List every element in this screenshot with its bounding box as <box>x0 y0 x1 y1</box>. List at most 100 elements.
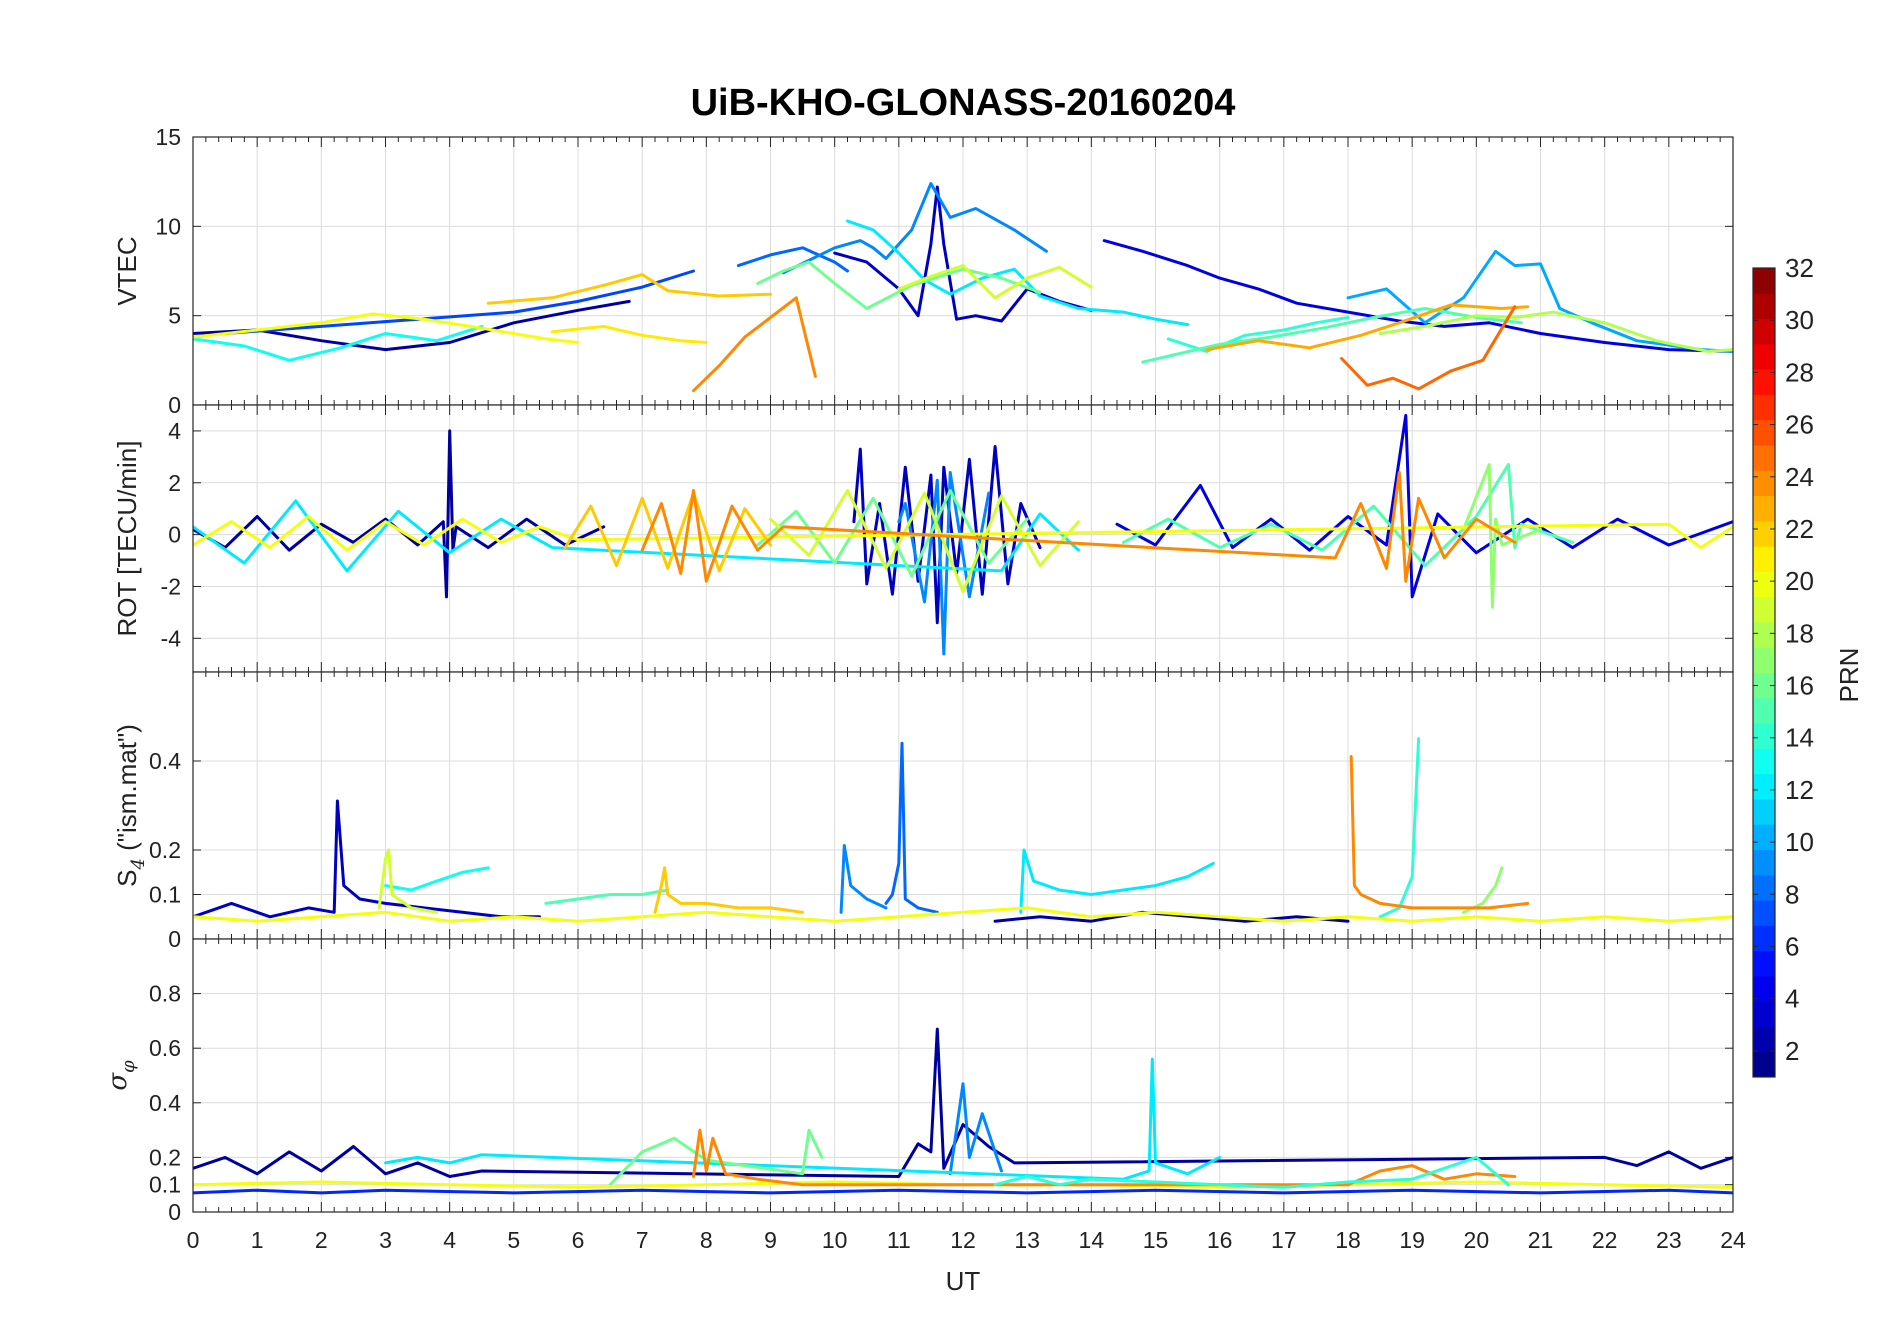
x-tick-label: 23 <box>1656 1227 1682 1253</box>
trace-prn-13 <box>384 866 490 892</box>
trace-prn-18 <box>1378 310 1733 353</box>
colorbar-segment <box>1753 470 1775 497</box>
colorbar-tick-label: 32 <box>1785 253 1814 283</box>
colorbar-segment <box>1753 900 1775 926</box>
y-tick-label: 0.4 <box>149 748 181 774</box>
x-tick-label: 17 <box>1271 1227 1297 1253</box>
colorbar-segment <box>1753 1051 1775 1078</box>
x-tick-label: 2 <box>315 1227 328 1253</box>
y-tick-label: -4 <box>161 625 182 651</box>
colorbar-segment <box>1753 343 1775 370</box>
vtec-traces <box>193 182 1733 393</box>
colorbar-segment <box>1753 824 1775 850</box>
colorbar-segment <box>1753 1026 1775 1053</box>
x-axis: 0 1 2 3 4 5 6 7 8 9 10 11 12 13 14 15 16 17 18 19 20 21 22 23 24 <box>187 1227 1746 1253</box>
trace-prn-9 <box>948 1082 1003 1176</box>
trace-prn-2 <box>193 1027 1733 1178</box>
trace-prn-3 <box>852 445 1042 625</box>
trace-prn-22 <box>653 866 805 914</box>
y-tick-label: -2 <box>161 573 181 599</box>
x-tick-label: 8 <box>700 1227 713 1253</box>
y-tick-label: 5 <box>168 303 181 329</box>
trace-prn-21 <box>550 324 708 344</box>
colorbar-segment <box>1753 849 1775 876</box>
trace-prn-8 <box>736 246 849 273</box>
x-tick-label: 13 <box>1014 1227 1040 1253</box>
colorbar-segment <box>1753 874 1775 901</box>
x-tick-label: 10 <box>822 1227 848 1253</box>
trace-prn-17 <box>1462 463 1542 609</box>
y-tick-label: 0.4 <box>149 1090 181 1116</box>
trace-prn-22 <box>563 491 772 573</box>
x-tick-label: 5 <box>507 1227 520 1253</box>
trace-prn-25 <box>1340 305 1517 391</box>
colorbar-tick-label: 12 <box>1785 775 1814 805</box>
trace-prn-13 <box>193 324 484 362</box>
x-tick-label: 18 <box>1335 1227 1361 1253</box>
x-axis-label: UT <box>946 1266 981 1296</box>
colorbar-tick-label: 8 <box>1785 879 1799 909</box>
colorbar-segment <box>1753 369 1775 395</box>
y-tick-label: 10 <box>155 213 181 239</box>
y-tick-label: 4 <box>168 418 181 444</box>
trace-prn-15 <box>1141 307 1523 364</box>
colorbar-segment <box>1753 293 1775 320</box>
x-tick-label: 4 <box>443 1227 456 1253</box>
rot-traces <box>193 413 1733 656</box>
colorbar-segment <box>1753 495 1775 522</box>
trace-prn-8 <box>884 741 939 914</box>
colorbar-segment <box>1753 268 1775 294</box>
trace-prn-23 <box>1205 303 1530 352</box>
y-tick-label: 0.2 <box>149 837 181 863</box>
trace-prn-24 <box>640 470 1517 583</box>
colorbar-segment <box>1753 318 1775 345</box>
x-tick-label: 22 <box>1592 1227 1618 1253</box>
colorbar-segment <box>1753 925 1775 952</box>
colorbar-tick-label: 6 <box>1785 932 1799 962</box>
colorbar-tick-label: 2 <box>1785 1036 1799 1066</box>
colorbar-tick-label: 30 <box>1785 305 1814 335</box>
trace-prn-19 <box>897 264 1093 300</box>
y-tick-label: 0.1 <box>149 1172 181 1198</box>
x-tick-label: 6 <box>572 1227 585 1253</box>
rot-panel: -4 -2 0 2 4 ROT [TECU/min] <box>112 404 1734 673</box>
colorbar-tick-label: 4 <box>1785 984 1799 1014</box>
sigma-traces <box>193 1027 1733 1195</box>
trace-prn-19 <box>769 489 1080 594</box>
trace-prn-20 <box>193 906 1733 923</box>
colorbar-segment <box>1753 1001 1775 1027</box>
trace-prn-24 <box>692 296 817 393</box>
sigma-panel: 00.10.2 0.4 0.6 0.8 σφ <box>103 938 1734 1225</box>
colorbar-segment <box>1753 596 1775 623</box>
trace-prn-6 <box>193 1188 1733 1195</box>
trace-prn-19 <box>377 848 439 914</box>
s4-panel: 0 0.1 0.2 0.4S4 ("ism.mat") <box>112 671 1734 952</box>
colorbar-segment <box>1753 723 1775 749</box>
y-tick-label: 0 <box>168 522 181 548</box>
x-tick-label: 11 <box>887 1227 911 1253</box>
x-tick-label: 14 <box>1079 1227 1105 1253</box>
colorbar-tick-label: 20 <box>1785 566 1814 596</box>
trace-prn-9 <box>839 844 888 914</box>
y-tick-label: 0 <box>168 392 181 418</box>
x-tick-label: 1 <box>251 1227 264 1253</box>
colorbar-segment <box>1753 798 1775 825</box>
colorbar-segment <box>1753 621 1775 648</box>
x-tick-label: 9 <box>764 1227 777 1253</box>
colorbar-segment <box>1753 546 1775 572</box>
colorbar-segment <box>1753 419 1775 446</box>
trace-prn-12 <box>846 219 1190 327</box>
trace-prn-4 <box>1115 413 1733 599</box>
colorbar-tick-label: 14 <box>1785 723 1814 753</box>
trace-prn-14 <box>993 1155 1510 1189</box>
y-tick-label: 0 <box>168 926 181 952</box>
colorbar-tick-label: 26 <box>1785 410 1814 440</box>
colorbar-tick-label: 10 <box>1785 827 1814 857</box>
colorbar-segment <box>1753 394 1775 421</box>
trace-prn-16 <box>756 260 1042 310</box>
trace-prn-12 <box>384 1057 1222 1181</box>
s4-traces <box>193 737 1733 923</box>
rot-y-axis-label: ROT [TECU/min] <box>112 441 142 637</box>
